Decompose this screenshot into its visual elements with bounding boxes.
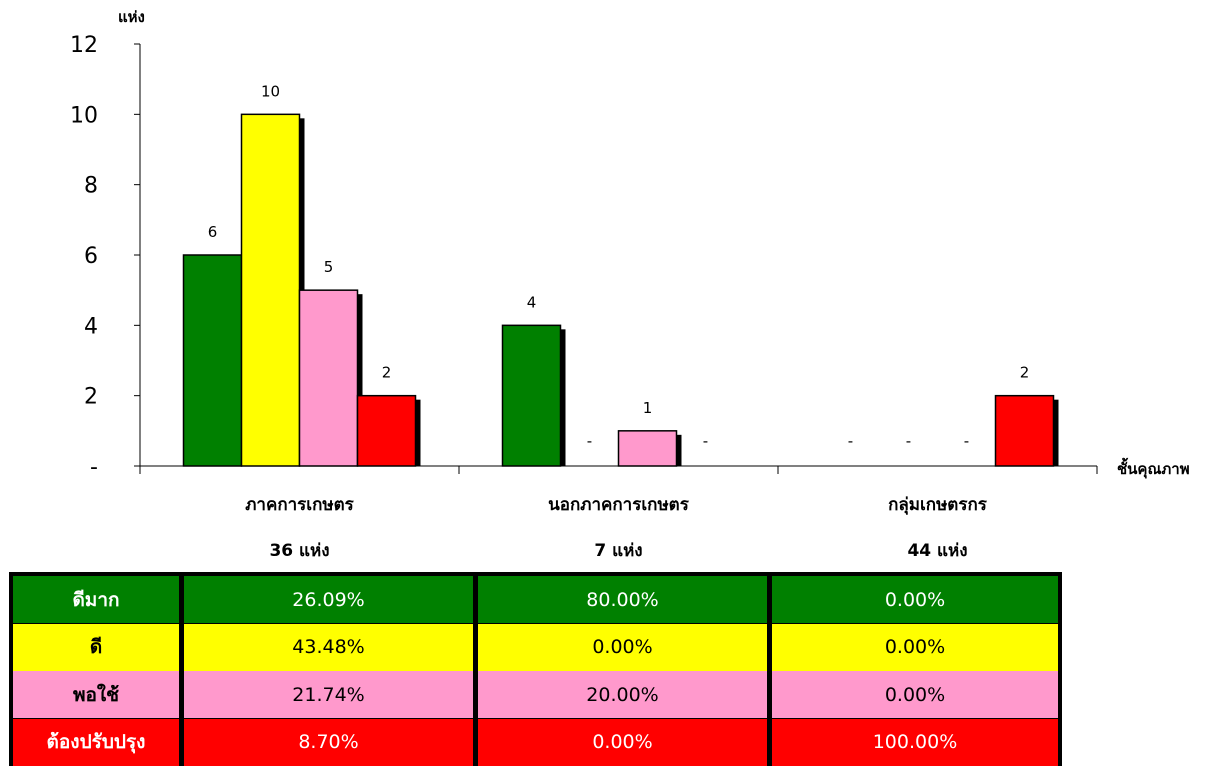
- bar-value-label: -: [964, 432, 969, 450]
- table-cell: 0.00%: [772, 671, 1058, 718]
- category-count-label: 36 แห่ง: [269, 541, 329, 561]
- y-axis-title: แห่ง: [118, 8, 145, 26]
- bar: [240, 113, 301, 467]
- chart-category-labels: ภาคการเกษตร 36 แห่ง นอกภาคการเกษตร 7 แห่ง กล…: [245, 495, 988, 561]
- table-cell: 21.74%: [184, 671, 473, 718]
- category-label: ภาคการเกษตร: [245, 495, 354, 515]
- bar-value-label: -: [587, 432, 592, 450]
- table-cell: 80.00%: [478, 576, 767, 623]
- table-row: ดี 43.48% 0.00% 0.00%: [9, 623, 1062, 671]
- bar: [356, 394, 417, 467]
- y-tick-label: 10: [70, 103, 98, 128]
- y-tick-label: -: [90, 455, 98, 480]
- bar-value-label: 5: [324, 258, 334, 276]
- table-cell: 8.70%: [184, 718, 473, 766]
- bar-value-label: 10: [261, 82, 280, 100]
- table-cell: 0.00%: [478, 623, 767, 671]
- y-tick-label: 8: [84, 174, 98, 199]
- bar: [298, 289, 359, 467]
- y-tick-label: 2: [84, 385, 98, 410]
- table-row-label: ต้องปรับปรุง: [13, 718, 179, 766]
- chart-bars: [182, 113, 1059, 467]
- bar: [182, 254, 243, 467]
- table-cell: 26.09%: [184, 576, 473, 623]
- y-tick-label: 6: [84, 244, 98, 269]
- category-count-label: 7 แห่ง: [594, 541, 642, 561]
- table-cell: 100.00%: [772, 718, 1058, 766]
- table-cell: 0.00%: [478, 718, 767, 766]
- table-cell: 43.48%: [184, 623, 473, 671]
- table-row-label: พอใช้: [13, 671, 179, 718]
- table-cell: 20.00%: [478, 671, 767, 718]
- category-label: นอกภาคการเกษตร: [548, 495, 690, 515]
- y-tick-label: 4: [84, 314, 98, 339]
- table-row: พอใช้ 21.74% 20.00% 0.00%: [9, 671, 1062, 718]
- table-cell: 0.00%: [772, 576, 1058, 623]
- table-cell: 0.00%: [772, 623, 1058, 671]
- x-axis-title: ชั้นคุณภาพ: [1117, 457, 1190, 479]
- chart-value-labels: 6 10 5 2 4 - 1 - - - - 2: [208, 82, 1030, 450]
- bar: [501, 324, 562, 467]
- table-row: ต้องปรับปรุง 8.70% 0.00% 100.00%: [9, 718, 1062, 766]
- bar: [617, 430, 678, 467]
- bar: [994, 394, 1055, 467]
- bar-value-label: 2: [382, 364, 392, 382]
- table-row-label: ดี: [13, 623, 179, 671]
- quality-percentage-table: ดีมาก 26.09% 80.00% 0.00% ดี 43.48% 0.00% 0.00%…: [9, 572, 1062, 766]
- category-count-label: 44 แห่ง: [907, 541, 967, 561]
- bar-value-label: 4: [527, 293, 537, 311]
- category-label: กลุ่มเกษตรกร: [888, 495, 988, 515]
- table-row-label: ดีมาก: [13, 576, 179, 623]
- bar-value-label: 2: [1020, 364, 1030, 382]
- bar-value-label: 6: [208, 223, 218, 241]
- table-row: ดีมาก 26.09% 80.00% 0.00%: [9, 576, 1062, 623]
- bar-value-label: -: [906, 432, 911, 450]
- bar-value-label: -: [703, 432, 708, 450]
- bar-value-label: 1: [643, 399, 653, 417]
- bar-value-label: -: [848, 432, 853, 450]
- y-tick-label: 12: [70, 33, 98, 58]
